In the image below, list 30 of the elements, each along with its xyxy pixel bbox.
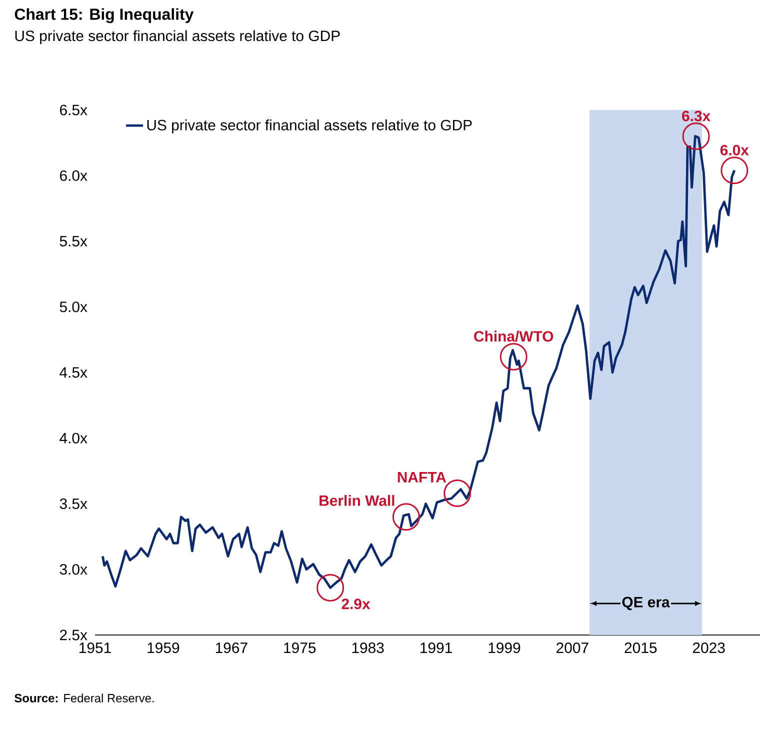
annotation: China/WTO [474,330,554,342]
annotation: Berlin Wall [320,494,394,506]
annotation: 6.0x [720,144,749,156]
y-tick-label: 4.5x [60,367,88,378]
chart-title: Chart 15: Big Inequality [14,8,194,24]
y-tick-label: 3.0x [60,564,88,575]
x-tick-label: 1999 [488,642,520,654]
x-tick-label: 1975 [284,642,316,654]
y-tick-label: 5.0x [60,302,88,312]
x-tick-label: 1967 [216,642,248,654]
x-tick-label: 1983 [352,642,384,654]
x-tick-label: 2023 [692,642,725,654]
band-label: QE era [622,596,670,610]
y-tick-label: 3.5x [60,498,88,510]
y-tick-label: 4.0x [60,432,88,444]
x-tick-label: 1959 [148,642,180,654]
chart-subtitle: US private sector financial assets relative to GDP [15,30,340,44]
x-tick-label: 2007 [556,642,588,654]
x-tick-label: 2015 [624,642,657,654]
y-tick-label: 6.5x [60,104,88,116]
y-tick-label: 2.5x [60,630,88,640]
annotation: NAFTA [398,472,446,482]
legend-label: US private sector financial assets relative to GDP [147,119,472,134]
annotation: 2.9x [342,598,370,610]
y-tick-label: 5.5x [60,236,88,246]
x-tick-label: 1991 [420,642,452,654]
y-tick-label: 6.0x [60,170,88,181]
text: Source: Federal Reserve. [14,694,154,702]
x-tick-label: 1951 [80,642,111,654]
annotation: 6.3x [682,110,710,122]
